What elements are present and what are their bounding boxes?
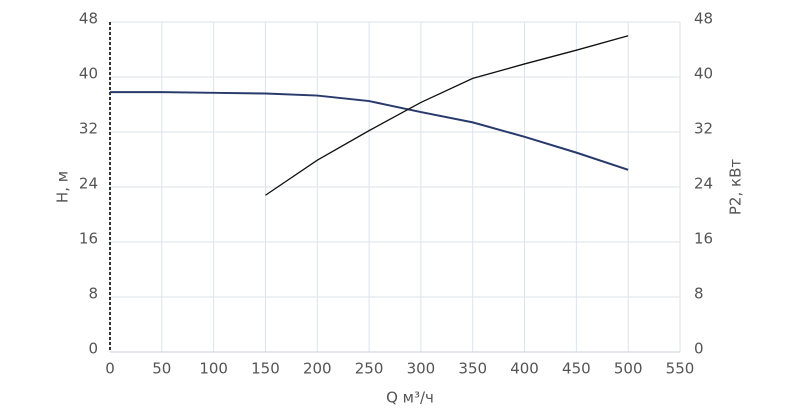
y2-tick-label: 40 xyxy=(694,65,713,83)
line-series xyxy=(110,91,629,171)
y2-tick-label: 48 xyxy=(694,10,713,28)
x-tick-label: 50 xyxy=(152,360,171,378)
x-tick-label: 300 xyxy=(407,360,436,378)
x-axis-title: Q м³/ч xyxy=(386,389,434,407)
y-tick-label: 24 xyxy=(79,175,98,193)
y-tick-label: 32 xyxy=(79,120,98,138)
x-tick-label: 150 xyxy=(251,360,280,378)
x-tick-label: 250 xyxy=(355,360,384,378)
x-tick-label: 0 xyxy=(105,360,115,378)
y-tick-label: 40 xyxy=(79,65,98,83)
y-tick-label: 16 xyxy=(79,230,98,248)
x-tick-label: 450 xyxy=(562,360,591,378)
y2-tick-label: 0 xyxy=(694,340,704,358)
y2-tick-label: 24 xyxy=(694,175,713,193)
y2-tick-label: 16 xyxy=(694,230,713,248)
x-tick-label: 400 xyxy=(510,360,539,378)
y2-axis-title: P2, кВт xyxy=(727,159,745,215)
x-tick-label: 550 xyxy=(666,360,695,378)
y-tick-label: 8 xyxy=(88,285,98,303)
y2-tick-label: 8 xyxy=(694,285,704,303)
x-tick-label: 500 xyxy=(614,360,643,378)
x-tick-label: 200 xyxy=(303,360,332,378)
y-axis-title: H, м xyxy=(54,171,72,203)
y2-tick-label: 32 xyxy=(694,120,713,138)
line-series xyxy=(265,35,629,196)
y-tick-label: 0 xyxy=(88,340,98,358)
x-tick-label: 100 xyxy=(199,360,228,378)
x-tick-label: 350 xyxy=(458,360,487,378)
y-tick-label: 48 xyxy=(79,10,98,28)
